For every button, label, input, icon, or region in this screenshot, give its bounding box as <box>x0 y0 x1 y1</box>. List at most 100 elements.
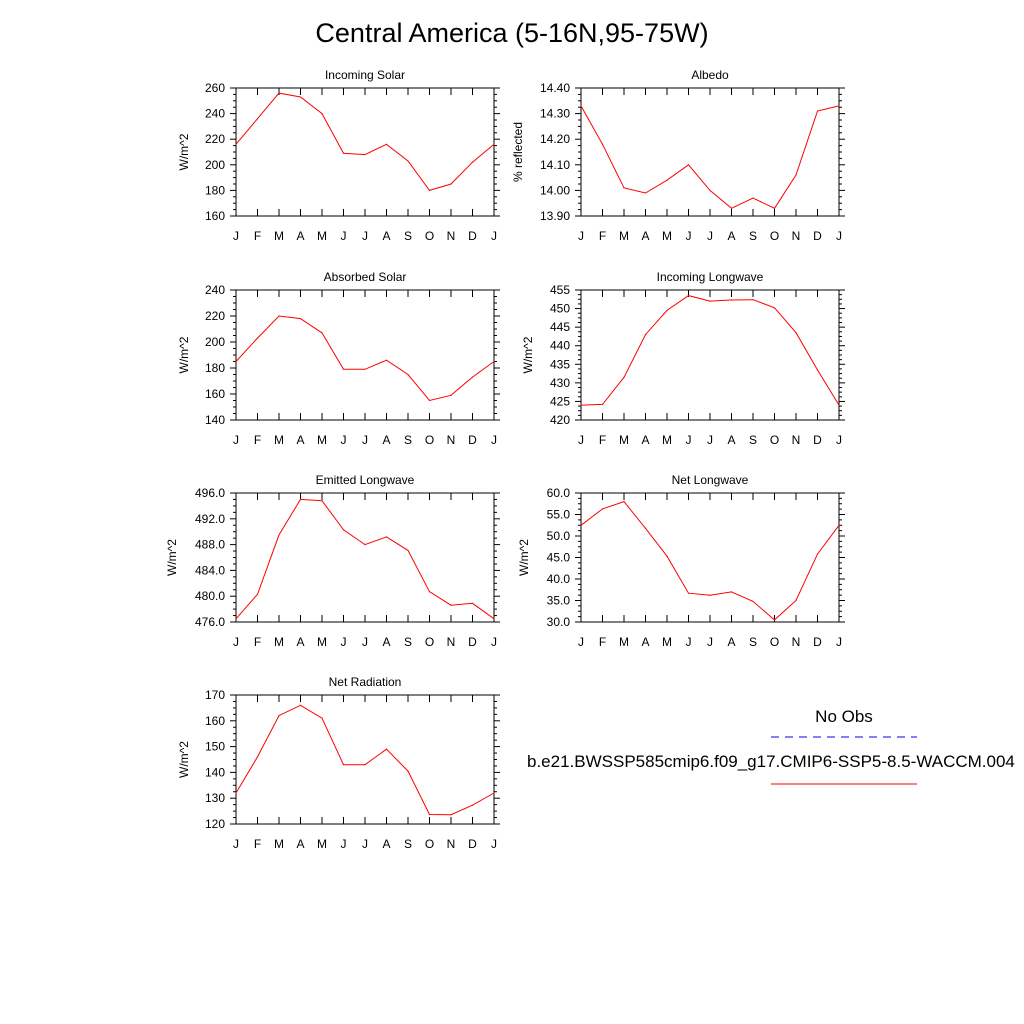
data-point <box>666 179 668 181</box>
panel-title: Absorbed Solar <box>324 270 407 284</box>
data-point <box>601 143 604 145</box>
y-axis-label: % reflected <box>511 122 525 182</box>
y-tick-label: 40.0 <box>547 572 571 586</box>
data-point <box>816 369 819 371</box>
y-tick-label: 14.20 <box>540 132 570 146</box>
y-tick-label: 13.90 <box>540 209 570 223</box>
data-point <box>407 770 409 772</box>
y-tick-label: 35.0 <box>547 594 571 608</box>
data-point <box>730 299 733 301</box>
y-tick-label: 220 <box>205 309 225 323</box>
x-tick-label: J <box>362 433 368 447</box>
y-tick-label: 435 <box>550 357 570 371</box>
data-point <box>450 604 452 606</box>
data-point <box>795 599 797 602</box>
x-tick-label: F <box>254 229 261 243</box>
y-tick-label: 14.00 <box>540 183 570 197</box>
data-point <box>816 110 819 112</box>
x-tick-label: M <box>274 837 284 851</box>
y-tick-label: 220 <box>205 132 225 146</box>
data-point <box>235 143 237 145</box>
x-tick-label: J <box>362 635 368 649</box>
y-tick-label: 130 <box>205 791 225 805</box>
y-tick-label: 445 <box>550 320 570 334</box>
x-tick-label: J <box>578 433 584 447</box>
y-tick-label: 496.0 <box>195 486 225 500</box>
x-tick-label: J <box>341 433 347 447</box>
data-point <box>838 105 840 107</box>
x-tick-label: N <box>447 433 456 447</box>
data-point <box>773 207 776 209</box>
x-tick-label: A <box>382 229 390 243</box>
x-tick-label: D <box>468 229 477 243</box>
x-tick-label: J <box>341 635 347 649</box>
data-point <box>428 591 431 593</box>
x-tick-label: A <box>382 635 390 649</box>
data-point <box>385 143 388 145</box>
x-tick-label: D <box>813 635 822 649</box>
panel-frame <box>235 87 495 217</box>
x-tick-label: F <box>599 433 606 447</box>
panel-frame <box>580 87 840 217</box>
y-tick-label: 45.0 <box>547 551 571 565</box>
y-tick-label: 450 <box>550 302 570 316</box>
data-point <box>235 360 237 363</box>
data-point <box>342 368 345 370</box>
data-point <box>623 501 625 503</box>
x-tick-label: M <box>662 635 672 649</box>
x-tick-label: D <box>468 635 477 649</box>
y-tick-label: 200 <box>205 335 225 349</box>
y-tick-label: 480.0 <box>195 589 225 603</box>
x-tick-label: D <box>813 433 822 447</box>
y-tick-label: 140 <box>205 413 225 427</box>
panel-title: Incoming Longwave <box>657 270 764 284</box>
y-tick-label: 120 <box>205 817 225 831</box>
y-tick-label: 180 <box>205 361 225 375</box>
legend: No Obs b.e21.BWSSP585cmip6.f09_g17.CMIP6… <box>527 707 1015 785</box>
y-tick-label: 150 <box>205 740 225 754</box>
y-tick-label: 170 <box>205 688 225 702</box>
data-point <box>752 600 754 602</box>
y-tick-label: 160 <box>205 387 225 401</box>
x-tick-label: O <box>425 433 434 447</box>
x-tick-label: M <box>662 229 672 243</box>
x-tick-label: O <box>425 229 434 243</box>
y-axis-label: W/m^2 <box>177 336 191 373</box>
x-tick-label: F <box>254 635 261 649</box>
data-point <box>730 207 733 209</box>
data-point <box>407 549 409 552</box>
series-line-0 <box>580 105 840 209</box>
y-tick-label: 160 <box>205 714 225 728</box>
x-tick-label: J <box>491 837 497 851</box>
x-tick-label: M <box>317 433 327 447</box>
data-point <box>773 619 776 621</box>
x-tick-label: A <box>727 433 735 447</box>
y-axis-label: W/m^2 <box>165 539 179 576</box>
x-tick-label: M <box>274 635 284 649</box>
data-point <box>816 553 819 555</box>
data-point <box>687 164 690 166</box>
panel-frame <box>235 289 495 421</box>
data-point <box>364 764 366 766</box>
x-tick-label: J <box>491 433 497 447</box>
x-tick-label: A <box>296 229 304 243</box>
panel-frame <box>580 492 840 623</box>
data-point <box>299 498 302 501</box>
panel-frame <box>580 289 840 421</box>
panel-title: Incoming Solar <box>325 68 405 82</box>
x-tick-label: S <box>749 433 757 447</box>
x-tick-label: A <box>641 433 649 447</box>
x-tick-label: A <box>296 837 304 851</box>
x-tick-label: S <box>749 229 757 243</box>
x-tick-label: J <box>578 635 584 649</box>
x-tick-label: M <box>274 229 284 243</box>
x-tick-label: A <box>296 635 304 649</box>
y-tick-label: 425 <box>550 394 570 408</box>
data-point <box>385 359 388 361</box>
